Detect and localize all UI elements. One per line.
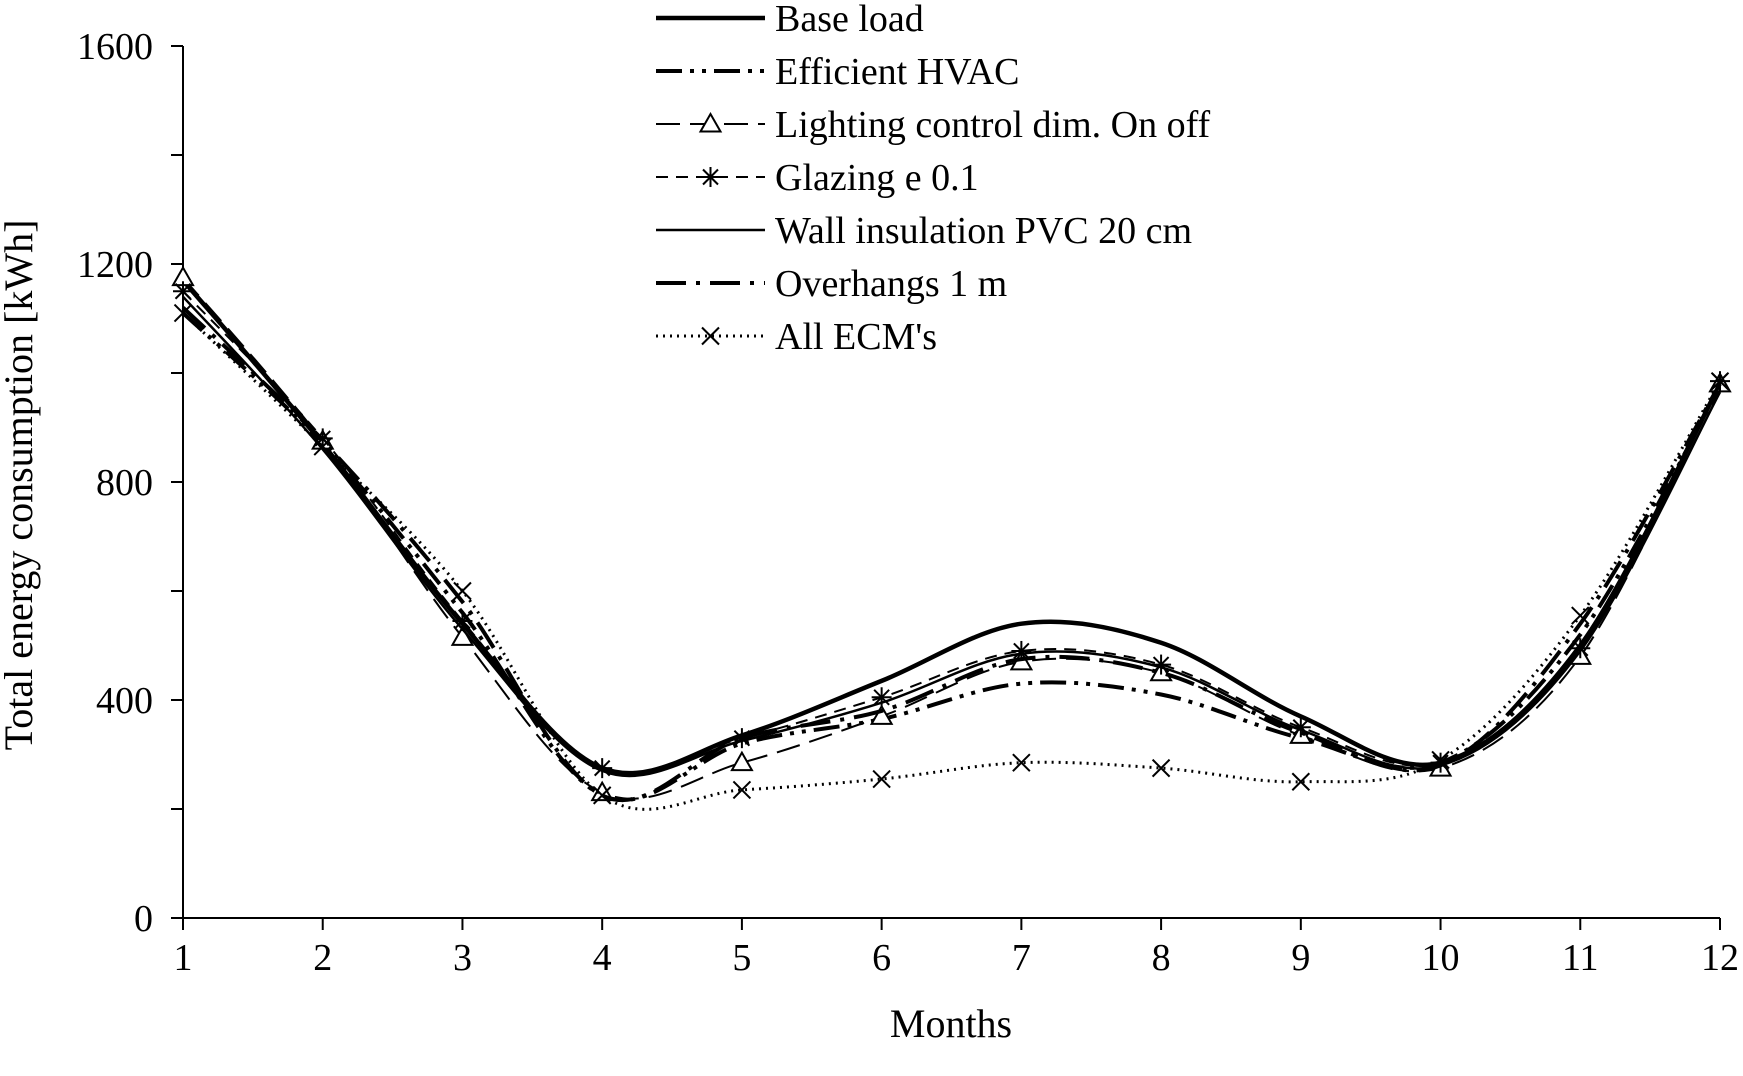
data-point-marker bbox=[1710, 371, 1730, 391]
data-point-marker bbox=[1291, 772, 1311, 791]
y-tick-label: 0 bbox=[134, 898, 153, 940]
data-point-marker bbox=[313, 437, 332, 456]
series-line bbox=[181, 306, 1722, 803]
data-point-marker bbox=[453, 581, 472, 601]
legend-label: Wall insulation PVC 20 cm bbox=[775, 210, 1192, 252]
legend-label: Glazing e 0.1 bbox=[775, 157, 979, 199]
data-point-marker bbox=[872, 769, 891, 789]
legend-item: Overhangs 1 m bbox=[656, 263, 1007, 305]
legend-item: All ECM's bbox=[656, 316, 937, 358]
legend-label: Lighting control dim. On off bbox=[775, 104, 1211, 146]
legend-label: Efficient HVAC bbox=[775, 51, 1020, 93]
x-tick-label: 3 bbox=[453, 937, 472, 979]
series-7 bbox=[173, 303, 1730, 811]
legend-label: Overhangs 1 m bbox=[775, 263, 1007, 305]
x-axis-label: Months bbox=[890, 1001, 1012, 1046]
series-line bbox=[182, 276, 1721, 800]
legend-item: Lighting control dim. On off bbox=[656, 104, 1211, 146]
series-line bbox=[182, 290, 1721, 775]
series-layer bbox=[171, 265, 1732, 811]
y-tick-label: 1200 bbox=[77, 244, 153, 286]
legend-label: All ECM's bbox=[775, 316, 937, 358]
data-point-marker bbox=[592, 786, 612, 805]
legend-label: Base load bbox=[775, 0, 924, 40]
legend-marker bbox=[698, 111, 723, 133]
data-point-marker bbox=[869, 704, 894, 725]
x-tick-label: 8 bbox=[1152, 937, 1171, 979]
x-tick-label: 2 bbox=[313, 937, 332, 979]
legend-item: Glazing e 0.1 bbox=[656, 157, 979, 199]
x-tick-label: 4 bbox=[593, 937, 612, 979]
series-3 bbox=[171, 265, 1732, 802]
y-tick-label: 400 bbox=[96, 680, 153, 722]
x-tick-label: 9 bbox=[1291, 937, 1310, 979]
legend-marker bbox=[701, 326, 720, 346]
legend-item: Wall insulation PVC 20 cm bbox=[656, 210, 1192, 252]
data-point-marker bbox=[1012, 753, 1031, 772]
series-6 bbox=[181, 306, 1722, 803]
y-tick-label: 800 bbox=[96, 462, 153, 504]
legend-item: Base load bbox=[656, 0, 924, 40]
data-point-marker bbox=[173, 281, 193, 302]
data-point-marker bbox=[732, 780, 752, 800]
y-axis-label: Total energy consumption [kWh] bbox=[0, 220, 41, 751]
data-point-marker bbox=[730, 750, 754, 772]
data-point-marker bbox=[1431, 750, 1450, 770]
series-5 bbox=[182, 295, 1722, 778]
series-line bbox=[182, 295, 1722, 778]
series-4 bbox=[173, 281, 1730, 779]
x-tick-label: 1 bbox=[174, 937, 193, 979]
legend-marker bbox=[700, 167, 721, 187]
legend: Base load Efficient HVAC Lighting control … bbox=[656, 0, 1211, 358]
data-point-marker bbox=[1151, 758, 1171, 778]
data-point-marker bbox=[173, 303, 193, 323]
y-tick-label: 1600 bbox=[77, 26, 153, 68]
data-point-marker bbox=[1571, 606, 1590, 625]
x-tick-label: 6 bbox=[872, 937, 891, 979]
x-tick-label: 5 bbox=[732, 937, 751, 979]
x-tick-label: 12 bbox=[1701, 937, 1739, 979]
x-tick-label: 11 bbox=[1562, 937, 1599, 979]
x-tick-label: 10 bbox=[1422, 937, 1460, 979]
x-tick-label: 7 bbox=[1012, 937, 1031, 979]
legend-item: Efficient HVAC bbox=[656, 51, 1020, 93]
